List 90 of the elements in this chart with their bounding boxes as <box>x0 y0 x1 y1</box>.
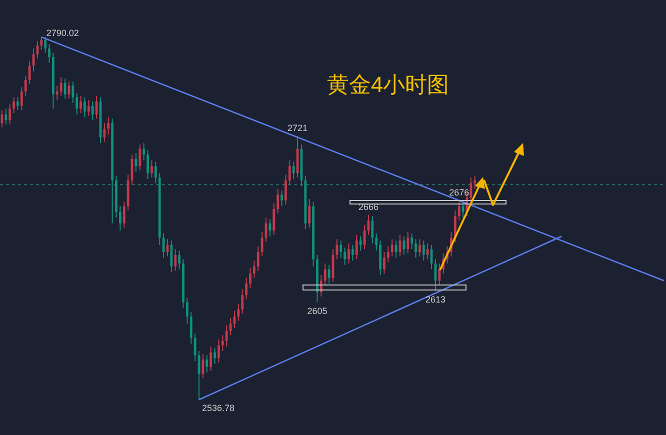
candlestick <box>383 252 386 274</box>
candlestick <box>178 250 181 270</box>
candlestick <box>324 263 326 286</box>
candlestick <box>103 122 106 142</box>
candlestick <box>12 96 15 114</box>
candlestick <box>28 60 31 85</box>
candlestick <box>375 232 378 252</box>
annotation: 2790.02 <box>46 28 79 38</box>
candlestick <box>16 96 19 111</box>
candlestick <box>214 348 216 364</box>
candlestick <box>80 95 82 114</box>
candlestick <box>241 288 244 314</box>
annotation: 2676 <box>449 187 470 198</box>
candlestick <box>268 218 272 237</box>
candlestick <box>24 75 27 96</box>
candlestick <box>328 264 330 284</box>
candlestick <box>308 198 311 228</box>
candlestick <box>352 244 354 262</box>
annotation: 2721 <box>288 122 308 133</box>
candlestick <box>56 85 58 101</box>
candlestick <box>394 240 398 258</box>
candlestick <box>138 144 142 171</box>
candlestick <box>390 238 394 257</box>
candlestick <box>48 44 50 64</box>
candlestick <box>386 246 390 263</box>
candlestick <box>284 174 287 206</box>
candlestick <box>40 36 43 50</box>
candlestick <box>20 86 23 111</box>
candlestick <box>118 206 122 232</box>
candlestick <box>454 210 456 243</box>
candlestick <box>470 177 472 202</box>
candlestick <box>87 100 90 116</box>
annotation: 2613 <box>425 294 446 305</box>
candlestick <box>210 346 212 372</box>
candlestick <box>418 238 421 257</box>
candlestick <box>218 338 220 363</box>
candlestick <box>426 242 429 260</box>
text: 2536.78 <box>202 403 235 413</box>
candlestick <box>359 236 362 252</box>
candlestick <box>8 104 12 125</box>
candlestick <box>249 267 252 288</box>
candlestick <box>336 238 338 260</box>
candlestick <box>194 333 196 362</box>
candlestick <box>107 116 110 135</box>
candlestick <box>206 354 208 373</box>
candlestick <box>190 312 192 344</box>
candlestick <box>44 36 47 54</box>
candlestick <box>402 236 406 256</box>
candlestick <box>84 96 86 118</box>
candlestick <box>122 201 126 228</box>
candlestick <box>150 160 153 178</box>
candlestick <box>60 76 62 96</box>
candlestick <box>348 242 350 264</box>
candlestick <box>252 260 256 278</box>
candlestick <box>438 263 441 286</box>
candlestick <box>288 160 291 186</box>
candlestick <box>174 248 177 272</box>
candlestick <box>225 324 228 348</box>
candlestick <box>344 247 346 266</box>
candlestick <box>410 232 414 250</box>
candlestick <box>458 200 460 222</box>
candlestick <box>422 240 425 262</box>
candlestick <box>406 231 410 254</box>
candlestick <box>276 188 280 214</box>
candlestick <box>355 234 358 260</box>
annotation: 2666 <box>358 202 378 212</box>
candlestick <box>146 150 149 180</box>
candlestick <box>221 334 224 352</box>
candlestick <box>272 202 276 236</box>
candlestick <box>414 238 417 258</box>
candlestick <box>72 80 74 104</box>
candlestick <box>142 142 146 161</box>
candlestick <box>186 297 188 324</box>
annotation: 2605 <box>307 306 328 316</box>
candlestick <box>260 231 264 257</box>
candlestick <box>76 92 78 115</box>
candlestick <box>36 40 39 60</box>
candlestick <box>170 240 173 273</box>
candlestick <box>280 190 283 207</box>
candlestick <box>371 216 374 244</box>
candlestick <box>292 161 295 180</box>
text: 黄金4小时图 <box>326 72 450 97</box>
candlestick <box>237 303 240 322</box>
candlestick <box>154 161 157 184</box>
candlestick <box>340 240 342 258</box>
candlestick <box>4 108 8 125</box>
candlestick <box>256 246 260 272</box>
candlestick <box>91 101 94 121</box>
candlestick <box>95 95 98 120</box>
candlestick <box>245 277 248 300</box>
